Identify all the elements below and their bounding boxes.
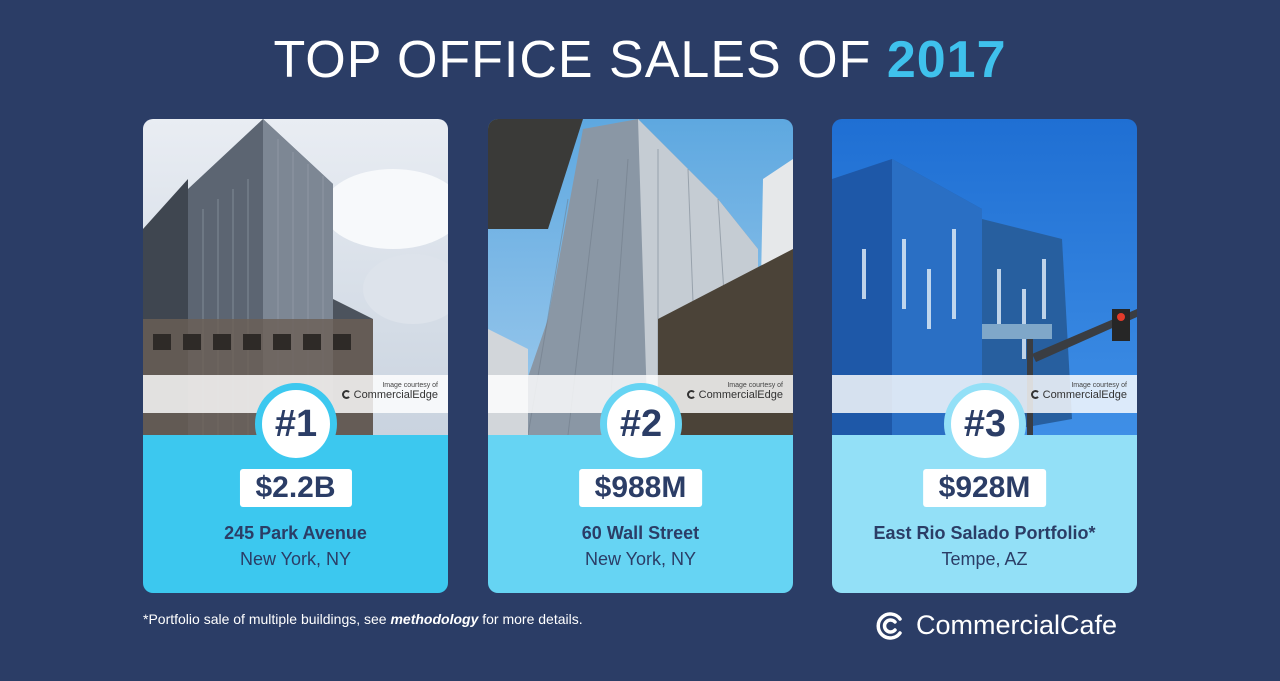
commercialcafe-logo[interactable]: CommercialCafe bbox=[876, 610, 1117, 641]
property-address: 245 Park Avenue bbox=[224, 523, 367, 543]
credit-brand: CommercialEdge bbox=[488, 389, 783, 401]
building-photo: Image courtesy of CommercialEdge bbox=[488, 119, 793, 435]
rank-badge: #3 bbox=[944, 383, 1026, 465]
methodology-link[interactable]: methodology bbox=[390, 611, 479, 627]
sale-price: $928M bbox=[922, 469, 1047, 507]
property-address: East Rio Salado Portfolio* bbox=[873, 523, 1096, 543]
property-city: Tempe, AZ bbox=[941, 549, 1028, 569]
building-photo: Image courtesy of CommercialEdge bbox=[832, 119, 1137, 435]
page-title: TOP OFFICE SALES OF 2017 bbox=[0, 30, 1280, 90]
rank-badge: #1 bbox=[255, 383, 337, 465]
credit-caption: Image courtesy of bbox=[1071, 382, 1127, 389]
property-city: New York, NY bbox=[584, 549, 697, 569]
logo-text: CommercialCafe bbox=[916, 610, 1118, 640]
commercialcafe-logo-icon bbox=[876, 611, 902, 640]
footnote: *Portfolio sale of multiple buildings, s… bbox=[143, 611, 583, 627]
credit-brand-text: CommercialEdge bbox=[353, 389, 438, 401]
title-main: TOP OFFICE SALES OF bbox=[273, 31, 872, 89]
property-address: 60 Wall Street bbox=[581, 523, 700, 543]
rank-badge: #2 bbox=[600, 383, 682, 465]
property-city: New York, NY bbox=[239, 549, 352, 569]
credit-brand-text: CommercialEdge bbox=[698, 389, 783, 401]
sale-card-1: Image courtesy of CommercialEdge $2.2B 2… bbox=[143, 119, 448, 593]
credit-brand: CommercialEdge bbox=[832, 389, 1127, 401]
sale-price: $988M bbox=[578, 469, 703, 507]
sale-card-2: Image courtesy of CommercialEdge $988M 6… bbox=[488, 119, 793, 593]
sale-info: $928M East Rio Salado Portfolio* Tempe, … bbox=[832, 435, 1137, 593]
title-year: 2017 bbox=[886, 31, 1007, 89]
commercialedge-icon bbox=[686, 390, 696, 399]
footnote-tail: for more details. bbox=[478, 611, 583, 627]
sale-price: $2.2B bbox=[239, 469, 352, 507]
sale-card-3: Image courtesy of CommercialEdge $928M E… bbox=[832, 119, 1137, 593]
credit-caption: Image courtesy of bbox=[727, 382, 783, 389]
credit-caption: Image courtesy of bbox=[382, 382, 438, 389]
credit-brand: CommercialEdge bbox=[143, 389, 438, 401]
footnote-text: *Portfolio sale of multiple buildings, s… bbox=[143, 611, 391, 627]
commercialedge-icon bbox=[341, 390, 351, 399]
credit-brand-text: CommercialEdge bbox=[1042, 389, 1127, 401]
commercialedge-icon bbox=[1030, 390, 1040, 399]
